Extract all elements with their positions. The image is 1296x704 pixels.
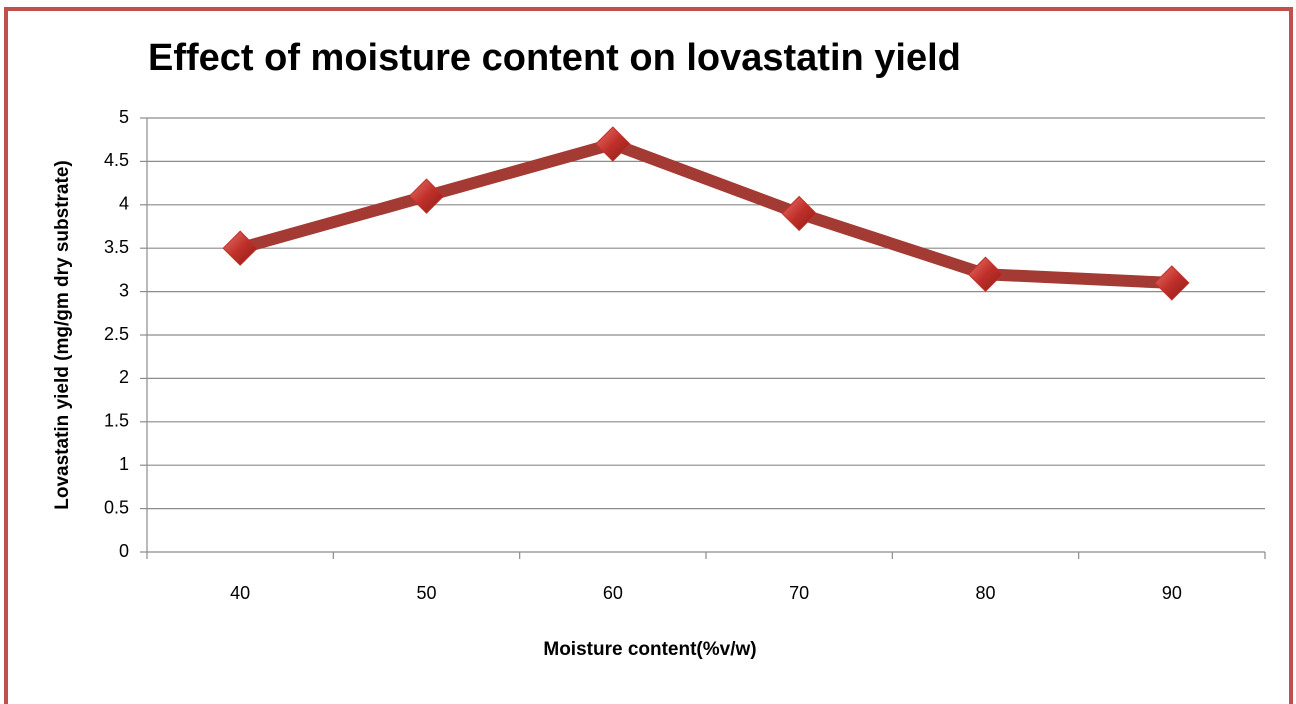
y-tick-label: 0.5	[104, 497, 129, 517]
x-tick-label: 50	[416, 583, 436, 603]
data-marker	[222, 230, 258, 266]
y-tick-label: 0	[119, 541, 129, 561]
data-marker	[1154, 265, 1190, 301]
y-tick-label: 1.5	[104, 411, 129, 431]
y-tick-label: 3.5	[104, 237, 129, 257]
y-tick-label: 4.5	[104, 150, 129, 170]
data-line	[234, 138, 1178, 289]
x-tick-label: 70	[789, 583, 809, 603]
data-marker	[408, 178, 445, 214]
data-marker	[967, 256, 1004, 292]
y-tick-label: 3	[119, 280, 129, 300]
y-tick-label: 5	[119, 107, 129, 127]
y-axis-label: Lovastatin yield (mg/gm dry substrate)	[52, 160, 73, 509]
y-tick-label: 4	[119, 194, 129, 214]
x-axis-label: Moisture content(%v/w)	[543, 639, 756, 660]
x-tick-label: 80	[975, 583, 995, 603]
chart-frame	[4, 7, 1293, 704]
chart-title: Effect of moisture content on lovastatin…	[148, 37, 961, 79]
y-tick-label: 2	[119, 367, 129, 387]
x-tick-label: 40	[230, 583, 250, 603]
data-marker	[781, 195, 817, 232]
data-marker	[595, 126, 631, 162]
y-tick-label: 2.5	[104, 324, 129, 344]
x-tick-label: 60	[603, 583, 623, 603]
y-tick-label: 1	[119, 454, 129, 474]
x-tick-label: 90	[1162, 583, 1182, 603]
